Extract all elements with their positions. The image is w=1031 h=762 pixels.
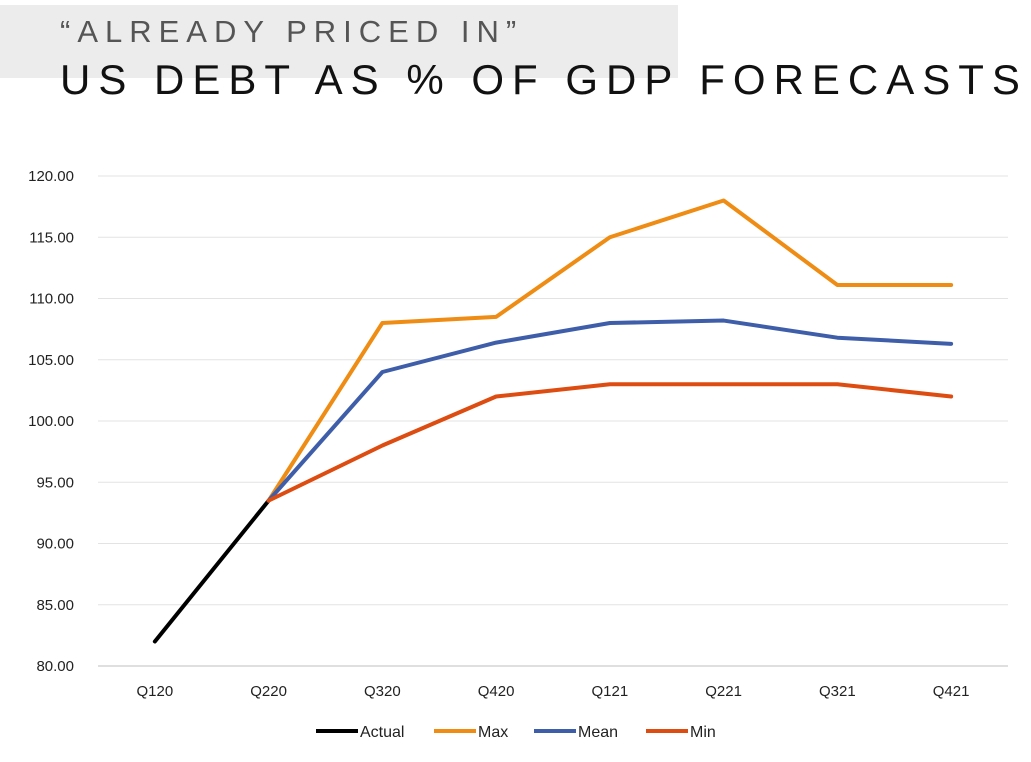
y-tick-label: 100.00 xyxy=(28,413,74,430)
y-tick-label: 85.00 xyxy=(36,597,74,614)
chart-subtitle: “ALREADY PRICED IN” xyxy=(60,14,524,49)
x-tick-label: Q420 xyxy=(478,683,515,700)
legend-label-actual: Actual xyxy=(360,724,404,741)
y-tick-label: 120.00 xyxy=(28,168,74,185)
y-tick-label: 105.00 xyxy=(28,352,74,369)
series-line-actual xyxy=(152,498,271,644)
legend-label-min: Min xyxy=(690,724,716,741)
x-axis: Q120 Q220 Q320 Q420 Q121 Q221 Q321 Q421 xyxy=(137,683,970,700)
x-tick-label: Q220 xyxy=(250,683,287,700)
x-tick-label: Q121 xyxy=(592,683,629,700)
chart-title: US DEBT AS % OF GDP FORECASTS xyxy=(60,56,1028,103)
x-tick-label: Q421 xyxy=(933,683,970,700)
gridlines xyxy=(98,175,1008,667)
legend-label-max: Max xyxy=(478,724,508,741)
x-tick-label: Q221 xyxy=(705,683,742,700)
series-line-min xyxy=(266,382,954,503)
x-tick-label: Q120 xyxy=(137,683,174,700)
y-tick-label: 90.00 xyxy=(36,536,74,553)
y-tick-label: 95.00 xyxy=(36,474,74,491)
y-axis: 80.00 85.00 90.00 95.00 100.00 105.00 110.00 11… xyxy=(28,168,74,675)
series-line-mean xyxy=(266,318,954,503)
series-lines xyxy=(152,198,954,644)
y-tick-label: 115.00 xyxy=(29,229,74,246)
x-tick-label: Q321 xyxy=(819,683,856,700)
title-band xyxy=(0,5,678,78)
legend-label-mean: Mean xyxy=(578,724,618,741)
legend: Actual Max Mean Min xyxy=(316,724,716,741)
y-tick-label: 110.00 xyxy=(29,291,74,308)
y-tick-label: 80.00 xyxy=(36,658,74,675)
x-tick-label: Q320 xyxy=(364,683,401,700)
series-line-max xyxy=(266,198,954,503)
